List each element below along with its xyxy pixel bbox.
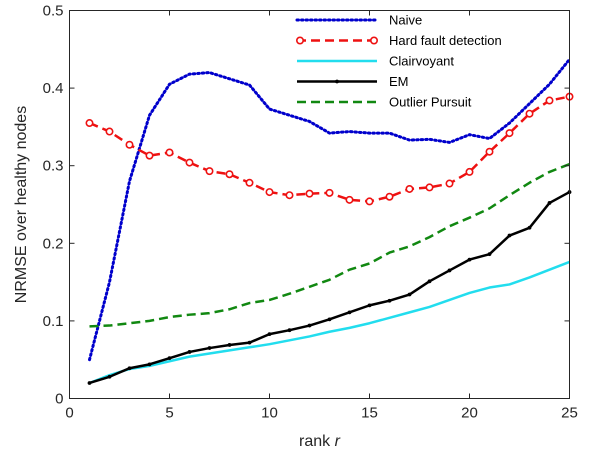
data-point — [87, 381, 92, 385]
legend-entry: Naive — [295, 13, 422, 28]
y-tick-label: 0.1 — [43, 313, 64, 330]
x-axis-label: rank r — [299, 433, 341, 450]
data-point — [505, 129, 514, 138]
data-point — [147, 362, 152, 367]
data-point — [85, 119, 94, 128]
x-tick-label: 15 — [361, 405, 378, 422]
data-point — [485, 147, 494, 156]
data-point — [405, 184, 414, 193]
legend-entry: EM — [297, 74, 409, 89]
data-point — [107, 374, 112, 379]
legend-label: Clairvoyant — [389, 54, 454, 69]
series-naive — [88, 57, 571, 362]
data-point — [185, 158, 194, 167]
data-point — [387, 298, 392, 303]
y-tick-label: 0 — [55, 391, 63, 408]
data-point — [445, 179, 454, 188]
data-point — [287, 328, 292, 333]
data-point — [145, 151, 154, 160]
data-point — [265, 188, 274, 197]
data-point — [527, 225, 532, 230]
data-point — [127, 366, 132, 371]
data-point — [547, 201, 552, 205]
data-point — [105, 127, 114, 136]
x-tick-label: 5 — [165, 405, 173, 422]
data-point — [247, 340, 252, 345]
data-point — [167, 356, 172, 361]
data-point — [245, 178, 254, 187]
data-point — [207, 346, 212, 350]
y-tick-label: 0.2 — [43, 235, 64, 252]
data-point — [225, 170, 234, 179]
data-point — [385, 192, 394, 201]
series-line-naive — [88, 57, 571, 362]
series-hard-fault-detection — [85, 92, 574, 206]
data-point — [427, 279, 432, 284]
legend-marker — [295, 36, 304, 45]
legend-entry: Clairvoyant — [297, 54, 454, 69]
data-point — [327, 317, 332, 322]
legend-marker — [335, 79, 339, 84]
data-point — [447, 268, 452, 273]
data-point — [467, 257, 472, 262]
legend-entry: Hard fault detection — [295, 33, 502, 48]
series-layer — [85, 57, 574, 385]
x-tick-label: 20 — [461, 405, 478, 422]
series-line-clairvoyant — [89, 260, 570, 385]
legend-label: Naive — [389, 13, 422, 28]
y-tick-label: 0.5 — [43, 3, 64, 20]
data-point — [187, 350, 192, 354]
x-axis-label-variable: r — [335, 433, 341, 450]
x-tick-label: 25 — [561, 405, 578, 422]
series-outlier-pursuit — [89, 162, 570, 328]
data-point — [365, 197, 374, 206]
data-point — [347, 310, 352, 315]
data-point — [407, 292, 412, 297]
data-point — [345, 195, 354, 204]
data-point — [367, 303, 372, 308]
legend-label: Outlier Pursuit — [389, 95, 472, 110]
x-tick-label: 0 — [65, 405, 73, 422]
y-axis-label: NRMSE over healthy nodes — [13, 106, 30, 303]
data-point — [285, 191, 294, 200]
data-point — [425, 183, 434, 192]
data-point — [325, 188, 334, 197]
series-clairvoyant — [89, 260, 570, 385]
data-point — [205, 167, 214, 176]
data-point — [307, 323, 312, 328]
series-em — [87, 190, 572, 385]
x-axis-label-text: rank — [299, 433, 331, 450]
legend-entry: Outlier Pursuit — [297, 95, 472, 110]
y-tick-label: 0.4 — [43, 80, 64, 97]
data-point — [267, 332, 272, 336]
series-line-outlier-pursuit — [89, 162, 570, 328]
data-point — [487, 252, 492, 257]
ticks-layer: 0 5 10 15 20 25 0 0.1 0.2 0.3 0.4 0.5 — [43, 3, 578, 422]
data-point — [465, 167, 474, 176]
data-point — [125, 140, 134, 149]
data-point — [525, 109, 534, 118]
data-point — [545, 96, 554, 105]
legend: Naive Hard fault detection Clairvoyant EM Ou… — [295, 13, 502, 110]
data-point — [165, 148, 174, 157]
plot-frame — [69, 10, 570, 399]
legend-marker — [369, 36, 378, 45]
x-tick-label: 10 — [261, 405, 278, 422]
data-point — [305, 189, 314, 198]
legend-label: EM — [389, 74, 409, 89]
legend-label: Hard fault detection — [389, 33, 502, 48]
data-point — [227, 343, 232, 347]
y-tick-label: 0.3 — [43, 158, 64, 175]
data-point — [507, 233, 512, 238]
